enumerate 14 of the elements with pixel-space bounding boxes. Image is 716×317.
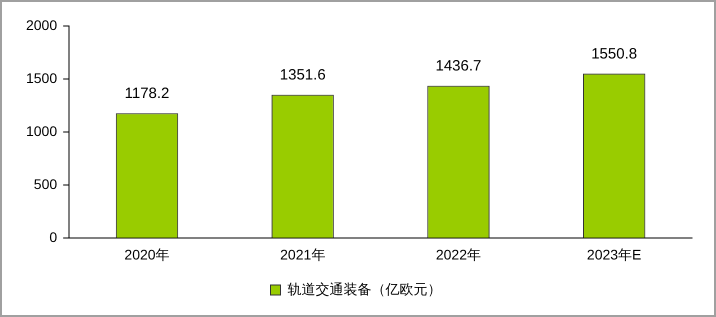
y-tick-label: 500	[34, 176, 58, 192]
data-label: 1436.7	[435, 57, 482, 74]
y-tick-label: 0	[49, 229, 58, 246]
data-label: 1351.6	[280, 66, 326, 84]
x-tick-label: 2022年	[436, 246, 482, 262]
legend-label: 轨道交通装备（亿欧元）	[288, 280, 442, 297]
x-tick-label: 2021年	[280, 246, 326, 262]
x-tick-label: 2020年	[124, 246, 170, 262]
data-label: 1550.8	[591, 45, 638, 62]
y-tick-label: 1000	[26, 122, 58, 139]
x-tick-label: 2023年E	[586, 246, 642, 262]
y-tick-label: 2000	[26, 16, 58, 33]
data-label: 1178.2	[124, 84, 170, 102]
y-tick-label: 1500	[26, 70, 58, 86]
